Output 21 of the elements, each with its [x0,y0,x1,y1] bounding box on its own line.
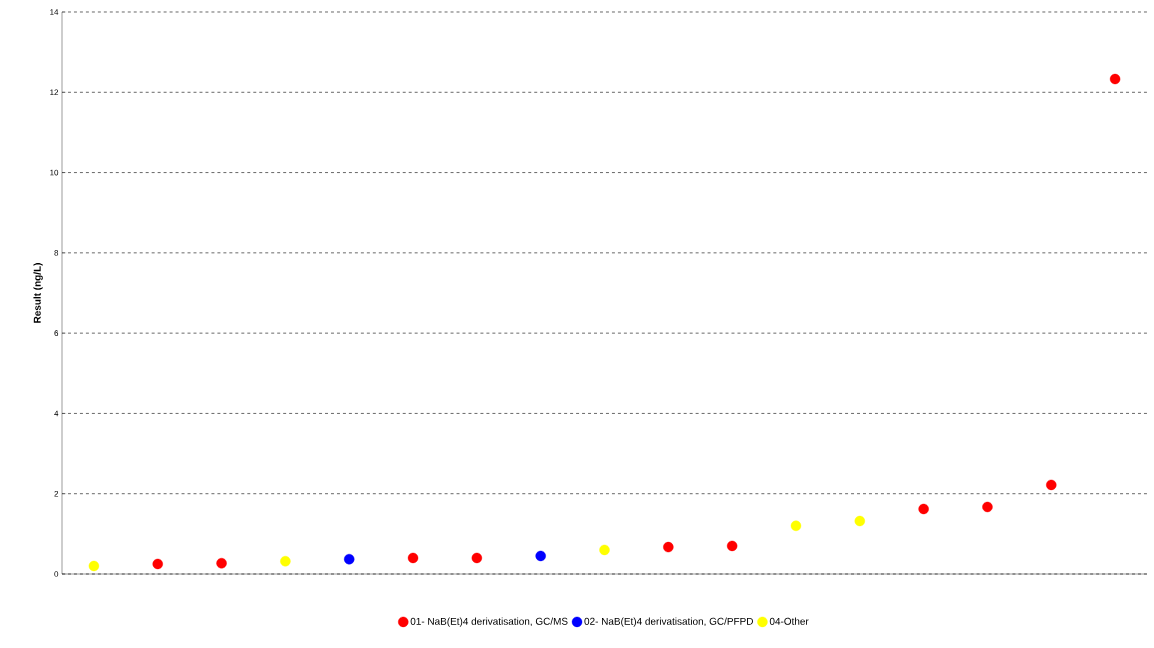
legend-label: 04-Other [769,617,809,625]
point [88,560,100,572]
point [344,553,355,565]
point [918,503,929,515]
point [280,555,291,567]
point [790,520,802,532]
point [216,557,227,569]
point [982,501,993,513]
y-axis-title: Result (ng/L) [33,263,43,323]
point [471,552,483,564]
legend-label: 01- NaB(Et)4 derivatisation, GC/MS [410,617,568,627]
point [152,558,163,570]
point [599,544,610,556]
point [1046,479,1057,491]
point [407,552,419,564]
point [726,540,738,552]
point [1109,73,1121,85]
legend-label: 02- NaB(Et)4 derivatisation, GC/PFPD [584,617,753,627]
point [663,541,674,553]
point [535,550,546,562]
point [854,515,865,527]
